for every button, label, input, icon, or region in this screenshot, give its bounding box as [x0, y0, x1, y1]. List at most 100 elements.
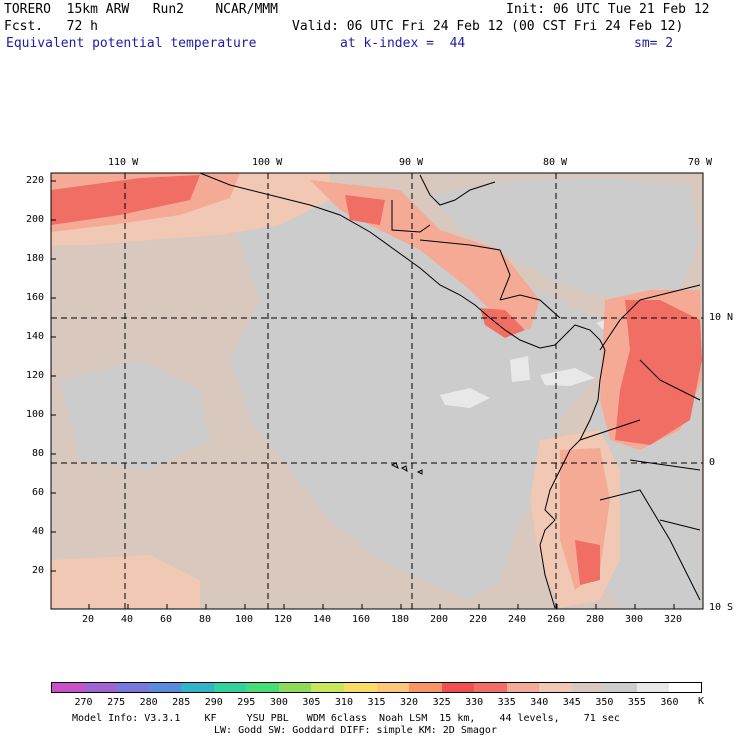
pale-patch-3	[510, 356, 530, 382]
coastlines	[199, 172, 701, 609]
x-tick-label: 240	[508, 614, 527, 625]
colorbar-swatch	[116, 682, 150, 693]
colorbar-label: 360	[660, 697, 679, 708]
plot-frame	[50, 172, 704, 610]
colorbar-label: 325	[432, 697, 451, 708]
colorbar-swatch	[343, 682, 377, 693]
forecast-hour: Fcst. 72 h	[4, 19, 98, 34]
lat-label-0: 0	[709, 457, 716, 468]
colorbar-swatch	[148, 682, 182, 693]
y-tick-label: 100	[26, 409, 45, 420]
x-tick-label: 260	[547, 614, 566, 625]
galapagos-islands	[390, 462, 423, 475]
colorbar-swatch	[669, 682, 703, 693]
border-lines	[579, 359, 701, 601]
red-costarica	[480, 308, 525, 338]
colorbar-label: 340	[530, 697, 549, 708]
x-tick-label: 100	[235, 614, 254, 625]
x-tick-label: 80	[199, 614, 212, 625]
x-tick-label: 300	[625, 614, 644, 625]
colorbar-label: 300	[269, 697, 288, 708]
colorbar-unit: K	[698, 696, 705, 707]
colorbar-swatch	[246, 682, 280, 693]
x-tick-label: 60	[160, 614, 173, 625]
k-index: at k-index = 44	[340, 36, 466, 51]
lon-label-90w: 90 W	[399, 157, 424, 168]
colorbar-label: 350	[595, 697, 614, 708]
gray-region-caribbean	[430, 178, 700, 300]
colorbar-label: 285	[172, 697, 191, 708]
colorbar-swatch	[636, 682, 670, 693]
pink-band-sw	[51, 555, 200, 608]
colorbar-label: 305	[302, 697, 321, 708]
colorbar-label: 345	[562, 697, 581, 708]
colorbar-label: 295	[237, 697, 256, 708]
y-tick-label: 20	[32, 565, 45, 576]
coastline-south-america	[539, 284, 701, 609]
lon-label-110w: 110 W	[108, 157, 139, 168]
colorbar-swatch	[181, 682, 215, 693]
y-tick-label: 200	[26, 214, 45, 225]
gray-region-west	[60, 360, 210, 470]
colorbar-label: 330	[465, 697, 484, 708]
graticule	[51, 173, 703, 609]
colorbar-swatch	[539, 682, 573, 693]
coastline-central-america	[199, 172, 606, 351]
lon-label-70w: 70 W	[688, 157, 713, 168]
lon-label-80w: 80 W	[543, 157, 568, 168]
colorbar-swatch	[506, 682, 540, 693]
colorbar-swatch	[51, 682, 84, 693]
colorbar-label: 315	[367, 697, 386, 708]
colorbar-swatch	[213, 682, 247, 693]
lon-label-100w: 100 W	[252, 157, 283, 168]
colorbar-label: 290	[204, 697, 223, 708]
red-guatemala	[345, 195, 385, 225]
x-tick-label: 320	[664, 614, 683, 625]
y-tick-label: 40	[32, 526, 45, 537]
y-tick-label: 140	[26, 331, 45, 342]
y-tick-label: 60	[32, 487, 45, 498]
y-tick-label: 180	[26, 253, 45, 264]
colorbar-label: 280	[139, 697, 158, 708]
y-tick-label: 160	[26, 292, 45, 303]
red-north	[51, 175, 200, 225]
pale-patch-2	[540, 368, 595, 386]
x-tick-label: 220	[469, 614, 488, 625]
colorbar-swatch	[278, 682, 312, 693]
colorbar-swatch	[376, 682, 410, 693]
colorbar-label: 320	[400, 697, 419, 708]
colorbar-swatch	[83, 682, 117, 693]
colorbar-swatch	[474, 682, 508, 693]
y-tick-label: 220	[26, 175, 45, 186]
x-tick-label: 140	[313, 614, 332, 625]
x-tick-label: 20	[82, 614, 95, 625]
field-name: Equivalent potential temperature	[6, 36, 257, 51]
tick-marks	[51, 180, 675, 609]
init-time: Init: 06 UTC Tue 21 Feb 12	[506, 2, 710, 17]
model-info: Model Info: V3.3.1 KF YSU PBL WDM 6class…	[72, 713, 620, 724]
colorbar-swatch	[441, 682, 475, 693]
colorbar-swatch	[311, 682, 345, 693]
x-tick-label: 180	[391, 614, 410, 625]
red-ecuador	[575, 540, 600, 585]
smoothing: sm= 2	[634, 36, 674, 51]
physics-info: LW: Godd SW: Goddard DIFF: simple KM: 2D…	[214, 725, 497, 736]
lat-label-10s: 10 S	[709, 602, 734, 613]
colorbar-label: 310	[334, 697, 353, 708]
colorbar-swatch	[571, 682, 605, 693]
valid-time: Valid: 06 UTC Fri 24 Feb 12 (00 CST Fri …	[292, 19, 684, 34]
colorbar-label: 335	[497, 697, 516, 708]
red-colombia	[615, 300, 702, 445]
colorbar-swatch	[409, 682, 443, 693]
colorbar-label: 275	[107, 697, 126, 708]
pale-patch-1	[440, 388, 490, 408]
coastline-yucatan	[419, 174, 496, 206]
y-tick-label: 120	[26, 370, 45, 381]
y-tick-label: 80	[32, 448, 45, 459]
colorbar-label: 355	[627, 697, 646, 708]
x-tick-label: 160	[352, 614, 371, 625]
colorbar-swatch	[604, 682, 638, 693]
colorbar-label: 270	[74, 697, 93, 708]
x-tick-label: 120	[274, 614, 293, 625]
